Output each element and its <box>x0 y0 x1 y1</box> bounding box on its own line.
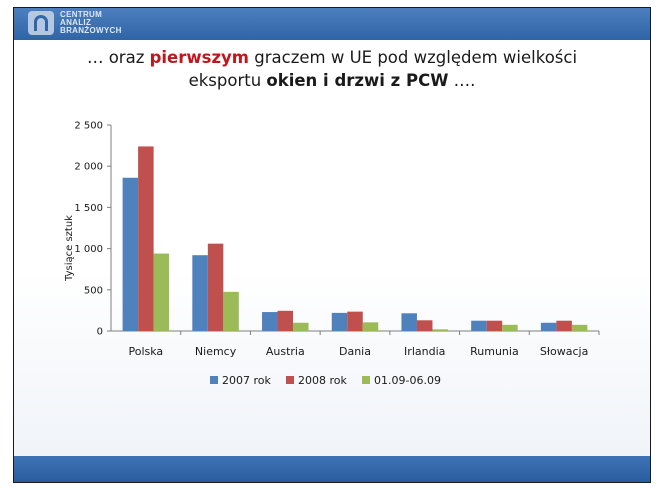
bar <box>277 310 294 331</box>
bar-chart: 0 500 1 000 1 500 2 000 2 500 Tysiące sztuk Pol… <box>64 121 600 387</box>
legend-label: 2008 rok <box>298 374 348 387</box>
bar <box>293 322 309 331</box>
y-tick-label: 2 500 <box>74 121 103 132</box>
legend-swatch <box>286 376 294 384</box>
y-tick-label: 1 000 <box>74 244 103 255</box>
footer-bar <box>14 456 650 482</box>
bar <box>432 329 448 331</box>
legend-label: 2007 rok <box>222 374 272 387</box>
header-bar: CENTRUM ANALIZ BRANŻOWYCH <box>14 8 650 40</box>
slide: CENTRUM ANALIZ BRANŻOWYCH … oraz pierwsz… <box>13 7 651 483</box>
legend-swatch <box>210 376 218 384</box>
x-tick-label: Niemcy <box>195 345 237 358</box>
legend-swatch <box>362 376 370 384</box>
y-tick-label: 2 000 <box>74 162 103 173</box>
y-tick-label: 500 <box>84 285 103 296</box>
slide-title: … oraz pierwszym graczem w UE pod względ… <box>14 46 650 92</box>
y-tick-label: 1 500 <box>74 203 103 214</box>
bar <box>471 320 487 331</box>
logo: CENTRUM ANALIZ BRANŻOWYCH <box>28 10 158 38</box>
bar <box>486 320 503 331</box>
x-tick-label: Dania <box>339 345 371 358</box>
logo-line: BRANŻOWYCH <box>60 26 122 35</box>
bar <box>122 177 139 331</box>
legend-label: 01.09-06.09 <box>374 374 441 387</box>
bar <box>207 243 224 331</box>
title-text: eksportu <box>188 71 267 90</box>
title-text: graczem w UE pod względem wielkości <box>249 48 578 67</box>
bar <box>502 324 518 331</box>
logo-icon <box>28 11 54 35</box>
bar <box>571 324 588 331</box>
logo-line: CENTRUM <box>60 10 103 19</box>
bar <box>153 253 170 331</box>
bar <box>540 322 557 331</box>
title-bold: okien i drzwi z PCW <box>266 71 449 90</box>
title-highlight: pierwszym <box>149 48 250 67</box>
title-text: …. <box>448 71 476 90</box>
logo-text: CENTRUM ANALIZ BRANŻOWYCH <box>60 11 122 35</box>
bar <box>416 320 433 331</box>
x-tick-label: Irlandia <box>404 345 445 358</box>
x-tick-label: Rumunia <box>470 345 519 358</box>
title-text: … oraz <box>86 48 150 67</box>
bar <box>556 320 572 331</box>
bar <box>362 322 379 331</box>
y-tick-label: 0 <box>97 327 103 338</box>
bar <box>331 312 348 331</box>
bar <box>262 312 278 331</box>
bar <box>347 311 363 331</box>
logo-line: ANALIZ <box>60 18 92 27</box>
x-tick-label: Polska <box>129 345 164 358</box>
x-tick-label: Słowacja <box>540 345 588 358</box>
bar <box>223 291 239 331</box>
x-tick-label: Austria <box>266 345 305 358</box>
bar <box>138 146 154 331</box>
bar <box>192 255 208 331</box>
bar <box>401 313 417 331</box>
y-axis-label: Tysiące sztuk <box>64 215 75 282</box>
